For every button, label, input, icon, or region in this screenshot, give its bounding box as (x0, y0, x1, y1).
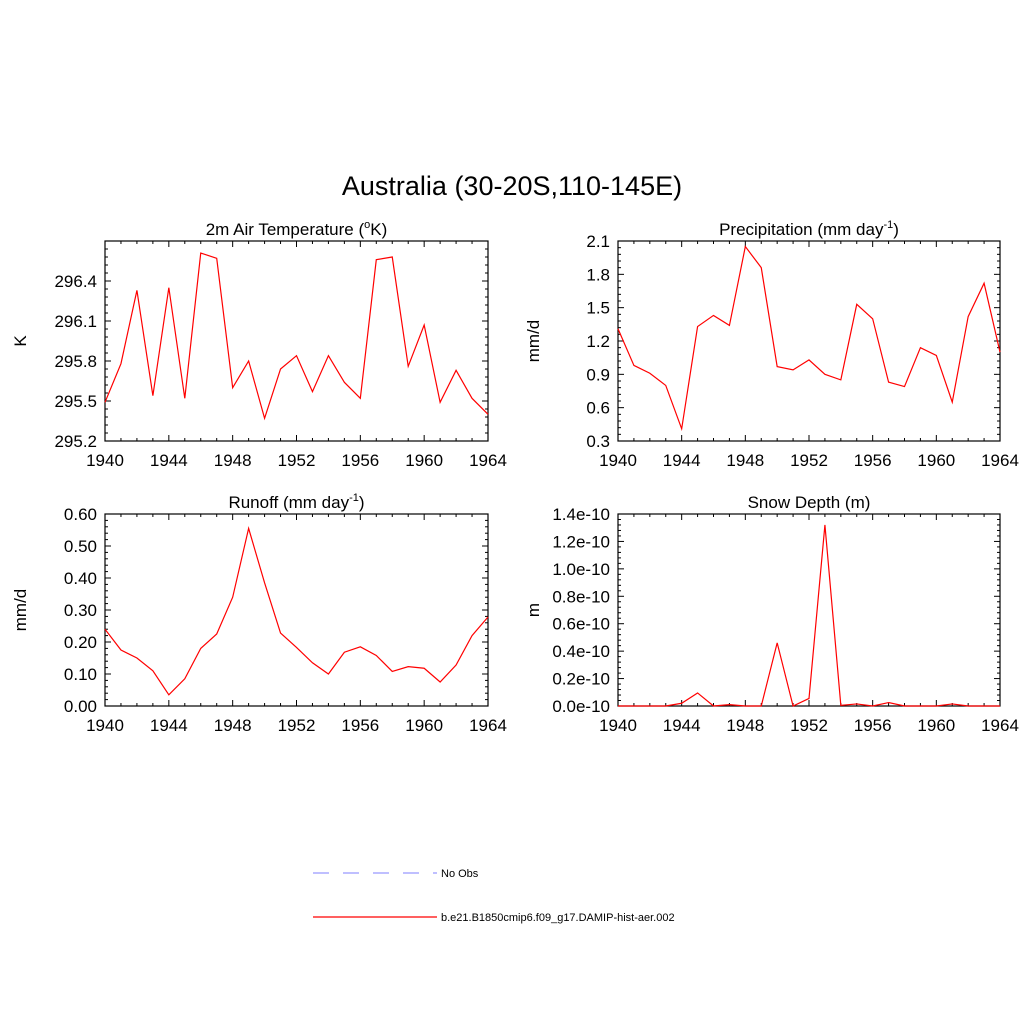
x-tick-label: 1944 (663, 451, 701, 470)
y-tick-label: 0.10 (64, 665, 97, 684)
y-tick-label: 0.20 (64, 633, 97, 652)
x-tick-label: 1960 (917, 716, 955, 735)
y-tick-label: 296.1 (54, 312, 97, 331)
panel-title: Snow Depth (m) (748, 493, 871, 512)
y-tick-label: 0.00 (64, 697, 97, 716)
series-line (617, 245, 1001, 432)
y-tick-label: 295.2 (54, 432, 97, 451)
x-tick-label: 1944 (150, 716, 188, 735)
chart-panel-4: Snow Depth (m) m 1940 1944 1948 1952 1956 1960 1… (524, 493, 1019, 735)
panel-title: Runoff (mm day-1) (228, 492, 364, 512)
y-tick-label: 296.4 (54, 272, 97, 291)
y-tick-label: 0.8e-10 (552, 587, 610, 606)
y-axis-label: K (11, 335, 30, 347)
series-line (104, 252, 489, 421)
x-tick-label: 1956 (341, 716, 379, 735)
x-tick-label: 1964 (469, 716, 507, 735)
y-tick-label: 0.9 (586, 365, 610, 384)
chart-panel-1: 2m Air Temperature (oK) K 1940 1944 1948 1952… (11, 219, 507, 470)
legend: No Obs b.e21.B1850cmip6.f09_g17.DAMIP-his… (313, 868, 675, 924)
y-axis-label: mm/d (524, 320, 543, 363)
series-line (618, 524, 1000, 707)
x-tick-label: 1960 (405, 451, 443, 470)
y-tick-label: 295.5 (54, 392, 97, 411)
legend-label-1: No Obs (441, 868, 479, 880)
y-tick-label: 1.2e-10 (552, 532, 610, 551)
x-tick-label: 1956 (854, 716, 892, 735)
y-tick-label: 0.50 (64, 537, 97, 556)
y-tick-label: 2.1 (586, 232, 610, 251)
x-tick-label: 1948 (726, 451, 764, 470)
y-tick-label: 0.3 (586, 432, 610, 451)
x-tick-label: 1944 (663, 716, 701, 735)
x-tick-label: 1952 (790, 451, 828, 470)
x-tick-label: 1956 (854, 451, 892, 470)
y-tick-label: 0.4e-10 (552, 642, 610, 661)
title-superscript: -1 (349, 492, 359, 504)
x-tick-label: 1940 (86, 716, 124, 735)
y-tick-label: 295.8 (54, 352, 97, 371)
x-tick-label: 1944 (150, 451, 188, 470)
y-tick-label: 1.8 (586, 265, 610, 284)
title-superscript: o (364, 219, 370, 231)
x-tick-label: 1964 (981, 451, 1019, 470)
x-tick-label: 1952 (790, 716, 828, 735)
y-axis-label: mm/d (11, 589, 30, 632)
x-tick-label: 1956 (341, 451, 379, 470)
legend-label-2: b.e21.B1850cmip6.f09_g17.DAMIP-hist-aer.… (441, 912, 675, 924)
x-tick-label: 1948 (214, 716, 252, 735)
x-tick-label: 1960 (917, 451, 955, 470)
y-tick-label: 1.0e-10 (552, 560, 610, 579)
chart-panels: 2m Air Temperature (oK) K 1940 1944 1948 1952… (11, 219, 1019, 735)
x-tick-label: 1964 (469, 451, 507, 470)
y-tick-label: 0.30 (64, 601, 97, 620)
y-tick-label: 0.60 (64, 505, 97, 524)
figure-title: Australia (30-20S,110-145E) (342, 171, 682, 201)
y-tick-label: 1.5 (586, 299, 610, 318)
y-tick-label: 0.2e-10 (552, 670, 610, 689)
x-tick-label: 1948 (726, 716, 764, 735)
x-tick-label: 1948 (214, 451, 252, 470)
y-tick-label: 0.6e-10 (552, 615, 610, 634)
y-tick-label: 1.4e-10 (552, 505, 610, 524)
x-tick-label: 1952 (278, 716, 316, 735)
panel-title: 2m Air Temperature (oK) (206, 219, 388, 239)
panel-title: Precipitation (mm day-1) (719, 219, 899, 239)
x-tick-label: 1940 (599, 716, 637, 735)
x-tick-label: 1960 (405, 716, 443, 735)
y-tick-label: 0.40 (64, 569, 97, 588)
plot-frame (104, 240, 489, 442)
y-tick-label: 0.6 (586, 399, 610, 418)
title-superscript: -1 (883, 219, 893, 231)
series-line (104, 526, 489, 696)
chart-panel-2: Precipitation (mm day-1) mm/d 1940 1944 1948… (524, 219, 1019, 470)
plot-frame (104, 513, 489, 707)
x-tick-label: 1940 (86, 451, 124, 470)
x-tick-label: 1952 (278, 451, 316, 470)
y-tick-label: 0.0e-10 (552, 697, 610, 716)
plot-frame (617, 513, 1001, 707)
chart-panel-3: Runoff (mm day-1) mm/d 1940 1944 1948 1952 195… (11, 492, 507, 735)
y-axis-label: m (524, 603, 543, 617)
y-tick-label: 1.2 (586, 332, 610, 351)
x-tick-label: 1964 (981, 716, 1019, 735)
x-tick-label: 1940 (599, 451, 637, 470)
